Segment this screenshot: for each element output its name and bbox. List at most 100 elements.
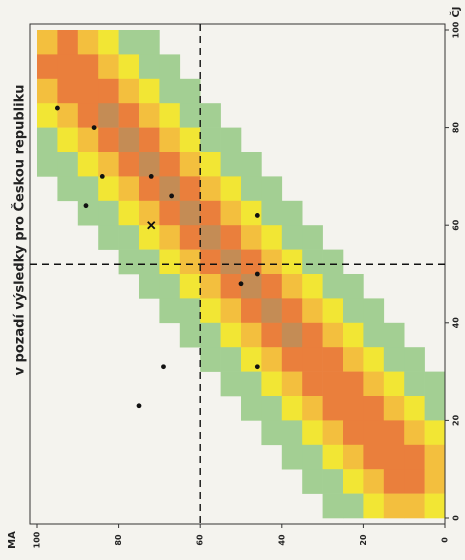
- heat-cell: [220, 347, 242, 372]
- heat-cell: [383, 469, 405, 494]
- heat-cell: [98, 30, 119, 55]
- heat-cell: [118, 249, 140, 275]
- heat-cell: [220, 176, 242, 202]
- heat-cell: [404, 493, 425, 519]
- school-point: [148, 174, 154, 179]
- heat-cell: [220, 371, 242, 397]
- chart-title: v pozadí výsledky pro Českou republiku: [12, 85, 28, 376]
- heat-cell: [200, 152, 221, 177]
- heat-cell: [241, 200, 262, 226]
- heat-cell: [343, 396, 364, 421]
- heat-cell: [179, 249, 201, 275]
- school-point: [254, 271, 260, 277]
- heat-cell: [261, 274, 283, 299]
- heat-cell: [220, 225, 242, 250]
- heat-cell: [179, 200, 201, 226]
- heat-cell: [302, 371, 323, 397]
- heat-cell: [363, 371, 385, 397]
- heat-cell: [281, 420, 303, 446]
- heat-cell: [139, 152, 160, 177]
- heat-cell: [322, 298, 344, 324]
- heat-cell: [118, 127, 140, 153]
- heat-cell: [220, 274, 242, 299]
- heat-cell: [281, 444, 303, 470]
- heat-cell: [37, 54, 58, 80]
- school-point: [55, 105, 60, 111]
- heat-cell: [363, 322, 385, 348]
- heat-cell: [424, 371, 446, 397]
- heat-cell: [261, 298, 283, 324]
- heat-cell: [363, 469, 385, 494]
- heat-cell: [37, 78, 58, 104]
- heat-cell: [241, 249, 262, 275]
- heat-cell: [302, 274, 323, 299]
- heat-cell: [424, 469, 446, 494]
- heat-cell: [159, 127, 181, 153]
- heat-cell: [57, 30, 79, 55]
- heat-cell: [179, 322, 201, 348]
- heat-cell: [200, 298, 221, 324]
- heat-cell: [241, 322, 262, 348]
- heat-cell: [261, 420, 283, 446]
- plot-frame: [29, 23, 446, 525]
- heat-cell: [139, 30, 160, 55]
- heat-cell: [281, 298, 303, 324]
- heat-cell: [200, 274, 221, 299]
- heat-cell: [404, 420, 425, 446]
- heat-cell: [383, 396, 405, 421]
- heat-cell: [261, 200, 283, 226]
- heat-cell: [261, 371, 283, 397]
- heat-cell: [118, 200, 140, 226]
- heat-cell: [302, 469, 323, 494]
- heat-cell: [281, 396, 303, 421]
- heat-cell: [98, 127, 119, 153]
- heat-cell: [139, 127, 160, 153]
- x-tick-label: 20: [359, 534, 368, 546]
- heat-cell: [261, 176, 283, 202]
- heat-cell: [37, 152, 58, 177]
- heat-cell: [302, 249, 323, 275]
- heat-cell: [241, 396, 262, 421]
- heat-cell: [241, 371, 262, 397]
- y-axis-label: ČJ: [449, 6, 462, 17]
- heat-cell: [118, 225, 140, 250]
- heat-cell: [98, 225, 119, 250]
- heat-cell: [57, 103, 79, 128]
- x-tick-label: 60: [196, 534, 205, 546]
- heat-cell: [383, 371, 405, 397]
- heat-cell: [404, 469, 425, 494]
- heat-cell: [241, 274, 262, 299]
- heat-cell: [37, 103, 58, 128]
- heat-cell: [220, 298, 242, 324]
- heat-cell: [261, 396, 283, 421]
- heat-cell: [343, 298, 364, 324]
- heat-cell: [363, 347, 385, 372]
- heat-cell: [281, 371, 303, 397]
- heat-cell: [77, 78, 99, 104]
- heat-cell: [179, 152, 201, 177]
- heat-cell: [424, 493, 446, 519]
- heat-cell: [118, 152, 140, 177]
- heat-cell: [98, 103, 119, 128]
- heat-cell: [159, 54, 181, 80]
- heat-cell: [302, 322, 323, 348]
- heat-cell: [118, 103, 140, 128]
- mean-stroke: [147, 221, 156, 230]
- heat-cell: [343, 493, 364, 519]
- x-tick-label: 0: [441, 537, 450, 543]
- heat-cell: [57, 127, 79, 153]
- heat-cell: [322, 347, 344, 372]
- y-tick-label: 60: [452, 219, 461, 231]
- heat-cell: [363, 396, 385, 421]
- heat-cell: [343, 469, 364, 494]
- heat-cell: [261, 347, 283, 372]
- heat-cell: [220, 249, 242, 275]
- x-tick-label: 100: [33, 531, 42, 548]
- heat-cell: [77, 176, 99, 202]
- heat-cell: [322, 274, 344, 299]
- heat-cell: [383, 493, 405, 519]
- heat-cell: [281, 274, 303, 299]
- heat-cell: [281, 200, 303, 226]
- heat-cell: [159, 103, 181, 128]
- heat-cell: [343, 420, 364, 446]
